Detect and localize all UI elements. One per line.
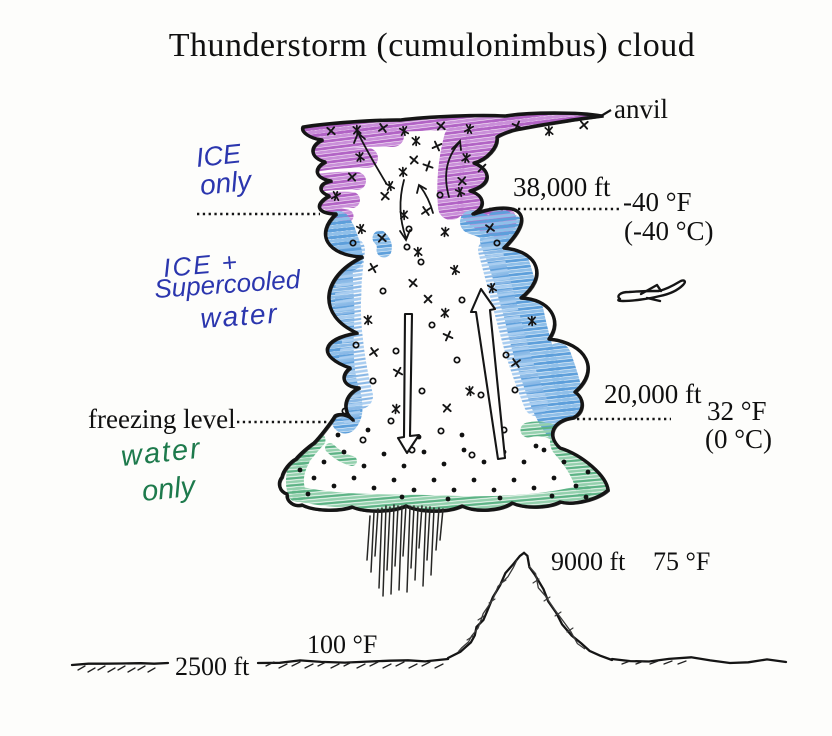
svg-text:ICE: ICE [194, 138, 243, 173]
svg-text:ICE +: ICE + [162, 246, 240, 282]
svg-text:only: only [140, 470, 198, 508]
svg-text:75 °F: 75 °F [653, 547, 710, 576]
svg-text:anvil: anvil [614, 94, 668, 124]
svg-text:-40 °F: -40 °F [623, 187, 692, 217]
svg-text:20,000 ft: 20,000 ft [604, 379, 702, 409]
svg-text:2500 ft: 2500 ft [175, 652, 250, 681]
svg-text:only: only [198, 165, 254, 201]
svg-text:32 °F: 32 °F [707, 396, 767, 426]
svg-text:Thunderstorm (cumulonimbus) cl: Thunderstorm (cumulonimbus) cloud [169, 27, 695, 64]
svg-text:100 °F: 100 °F [307, 630, 377, 659]
svg-text:(-40 °C): (-40 °C) [624, 216, 714, 246]
svg-text:9000 ft: 9000 ft [551, 547, 626, 576]
svg-text:38,000 ft: 38,000 ft [513, 172, 611, 202]
svg-text:water: water [199, 298, 279, 334]
svg-text:freezing level: freezing level [88, 404, 236, 434]
svg-text:(0 °C): (0 °C) [705, 424, 772, 454]
